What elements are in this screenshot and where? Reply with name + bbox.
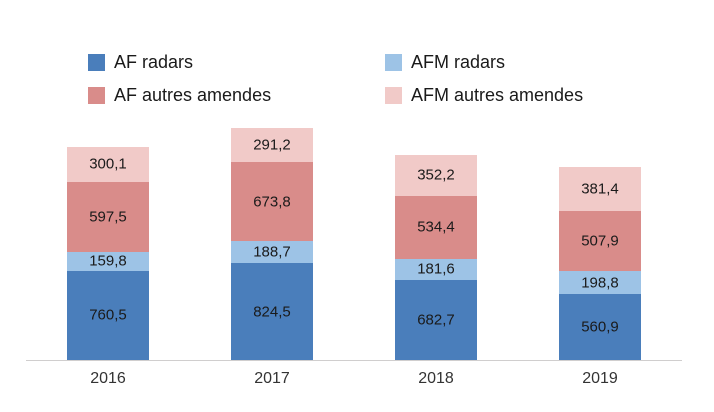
bar-segment: 198,8 bbox=[559, 270, 641, 295]
segment-value-label: 760,5 bbox=[89, 306, 127, 324]
bars-area: 760,5 159,8 597,5 300,1 824,5 188,7 673,8 291,2… bbox=[26, 128, 682, 360]
bar-2016: 760,5 159,8 597,5 300,1 bbox=[67, 146, 149, 360]
chart-legend: AF radars AFM radars AF autres amendes AFM … bbox=[88, 52, 583, 106]
plot-area: 760,5 159,8 597,5 300,1 824,5 188,7 673,8 291,2… bbox=[26, 128, 682, 388]
bar-segment: 159,8 bbox=[67, 252, 149, 271]
legend-item: AF radars bbox=[88, 52, 385, 73]
segment-value-label: 291,2 bbox=[253, 136, 291, 154]
bar-segment: 597,5 bbox=[67, 182, 149, 253]
x-axis-labels: 2016 2017 2018 2019 bbox=[26, 370, 682, 388]
bar-segment: 534,4 bbox=[395, 195, 477, 259]
x-axis-tick-label: 2018 bbox=[418, 370, 454, 387]
segment-value-label: 198,8 bbox=[581, 274, 619, 292]
segment-value-label: 682,7 bbox=[417, 311, 455, 329]
legend-swatch bbox=[88, 87, 105, 104]
bar-2018: 682,7 181,6 534,4 352,2 bbox=[395, 154, 477, 360]
bar-segment: 381,4 bbox=[559, 166, 641, 212]
legend-label: AF radars bbox=[114, 52, 194, 72]
segment-value-label: 560,9 bbox=[581, 318, 619, 336]
legend-label: AFM autres amendes bbox=[411, 85, 584, 105]
bar-segment: 291,2 bbox=[231, 128, 313, 163]
bar-segment: 560,9 bbox=[559, 294, 641, 360]
legend-swatch bbox=[88, 54, 105, 71]
segment-value-label: 824,5 bbox=[253, 303, 291, 321]
segment-value-label: 534,4 bbox=[417, 218, 455, 236]
segment-value-label: 181,6 bbox=[417, 260, 455, 278]
bar-segment: 673,8 bbox=[231, 162, 313, 242]
bar-segment: 188,7 bbox=[231, 241, 313, 264]
segment-value-label: 159,8 bbox=[89, 252, 127, 270]
segment-value-label: 597,5 bbox=[89, 208, 127, 226]
bar-segment: 760,5 bbox=[67, 270, 149, 360]
legend-item: AFM radars bbox=[385, 52, 583, 73]
legend-item: AFM autres amendes bbox=[385, 85, 583, 106]
segment-value-label: 300,1 bbox=[89, 155, 127, 173]
bar-segment: 507,9 bbox=[559, 211, 641, 271]
legend-label: AFM radars bbox=[411, 52, 506, 72]
legend-label: AF autres amendes bbox=[114, 85, 272, 105]
segment-value-label: 381,4 bbox=[581, 180, 619, 198]
bar-segment: 300,1 bbox=[67, 146, 149, 183]
x-axis-tick-label: 2017 bbox=[254, 370, 290, 387]
bar-2019: 560,9 198,8 507,9 381,4 bbox=[559, 166, 641, 360]
bar-segment: 824,5 bbox=[231, 263, 313, 360]
segment-value-label: 507,9 bbox=[581, 232, 619, 250]
x-axis-tick-label: 2016 bbox=[90, 370, 126, 387]
bar-segment: 352,2 bbox=[395, 154, 477, 196]
bar-segment: 181,6 bbox=[395, 258, 477, 280]
legend-swatch bbox=[385, 54, 402, 71]
bar-segment: 682,7 bbox=[395, 279, 477, 360]
bar-2017: 824,5 188,7 673,8 291,2 bbox=[231, 128, 313, 360]
segment-value-label: 673,8 bbox=[253, 193, 291, 211]
legend-item: AF autres amendes bbox=[88, 85, 385, 106]
segment-value-label: 352,2 bbox=[417, 166, 455, 184]
segment-value-label: 188,7 bbox=[253, 243, 291, 261]
x-axis-tick-label: 2019 bbox=[582, 370, 618, 387]
legend-swatch bbox=[385, 87, 402, 104]
x-axis-line bbox=[26, 360, 682, 361]
